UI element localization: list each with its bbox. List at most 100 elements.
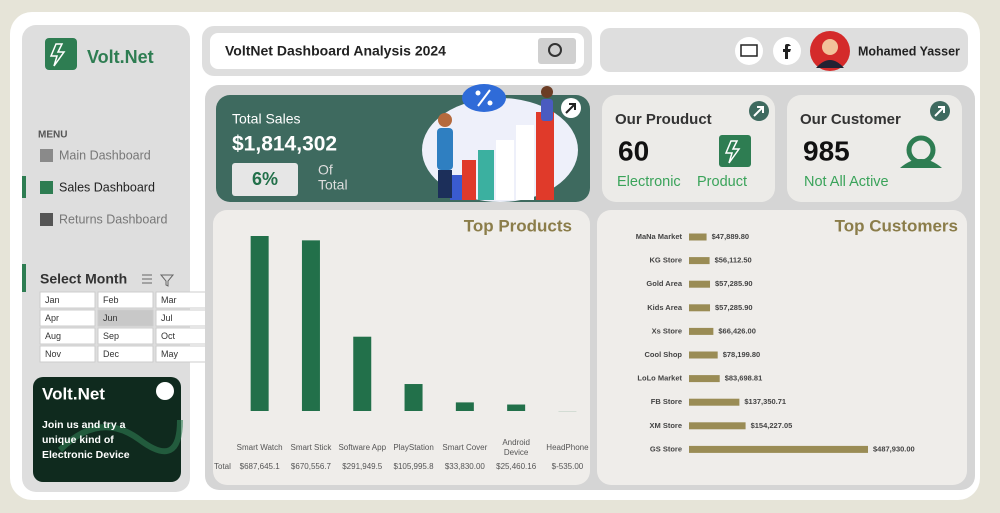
kpi-title: Our Customer [800, 111, 901, 128]
decor-bar [450, 175, 464, 200]
decor-bar [516, 125, 534, 200]
value-label: $83,698.81 [725, 374, 763, 383]
category-label: MaNa Market [636, 232, 683, 241]
menu-icon [40, 181, 53, 194]
kpi-value: 985 [803, 135, 850, 166]
kpi-value: $1,814,302 [232, 133, 337, 156]
value-label: $33,830.00 [445, 462, 486, 471]
percent-icon [477, 89, 491, 107]
value-label: $66,426.00 [718, 326, 756, 335]
month-label: Jul [161, 313, 173, 323]
chart-title: Top Products [464, 216, 572, 235]
promo-text: Electronic Device [42, 449, 130, 461]
month-button[interactable] [97, 309, 154, 327]
percent-icon [475, 90, 481, 96]
month-label: Mar [161, 295, 177, 305]
chart-title: Top Customers [835, 216, 958, 235]
menu-icon [40, 149, 53, 162]
user-name: Mohamed Yasser [858, 44, 960, 58]
sidebar [22, 25, 190, 492]
avatar-body [816, 60, 844, 68]
category-label: Smart Watch [236, 443, 283, 452]
category-label: Xs Store [652, 326, 682, 335]
category-cell: PlayStation [393, 443, 434, 452]
value-label: $57,285.90 [715, 279, 753, 288]
decor-bar [536, 112, 554, 200]
expand-icon [934, 106, 945, 117]
filter-title: Select Month [40, 271, 127, 287]
month-button[interactable] [97, 327, 154, 345]
month-button[interactable] [39, 345, 96, 363]
percent-icon [487, 100, 493, 106]
promo-text: unique kind of [42, 434, 114, 446]
month-label: Oct [161, 331, 176, 341]
share-value: 6% [252, 169, 278, 189]
value-label: $47,889.80 [712, 232, 750, 241]
customers-chart: MaNa Market $47,889.80 KG Store $56,112.50 G… [636, 232, 915, 453]
bar [689, 233, 707, 241]
header-title: VoltNet Dashboard Analysis 2024 [225, 43, 446, 59]
bar [689, 304, 711, 312]
customer-card [787, 95, 962, 202]
bar [689, 280, 711, 288]
promo-dot [156, 382, 174, 400]
filter-indicator [22, 264, 26, 292]
category-label: KG Store [649, 256, 682, 265]
month-slicer: Jan Feb Mar Apr Jun Jul Aug Sep Oct Nov Dec May [39, 291, 212, 363]
header-bar [210, 33, 584, 69]
category-label: Smart Cover [442, 443, 488, 452]
promo-swirl [57, 419, 183, 455]
share-caption: Of [318, 162, 333, 178]
month-label: Dec [103, 349, 120, 359]
decor-bar [496, 140, 514, 200]
menu-item[interactable]: Sales Dashboard [59, 180, 155, 194]
share-caption: Total [318, 177, 348, 193]
bar [689, 327, 714, 335]
kpi-caption: Not All Active [804, 174, 889, 190]
search-button[interactable] [538, 38, 576, 64]
category-cell: Smart Cover [442, 443, 488, 452]
illustration [422, 84, 581, 202]
customers-panel [597, 210, 967, 485]
facebook-icon [783, 44, 791, 59]
category-label: FB Store [651, 397, 682, 406]
category-label: LoLo Market [637, 374, 682, 383]
promo-text: Join us and try a [42, 419, 126, 431]
logo-bolt [49, 43, 66, 67]
month-label: Jun [103, 313, 118, 323]
product-icon [719, 135, 751, 167]
value-label: $78,199.80 [723, 350, 761, 359]
bar [250, 236, 269, 411]
month-label: Apr [45, 313, 59, 323]
kpi-caption: Electronic [617, 174, 681, 190]
value-label: $57,285.90 [715, 303, 753, 312]
month-button[interactable] [97, 345, 154, 363]
bar [689, 445, 868, 453]
menu-item[interactable]: Main Dashboard [59, 148, 151, 162]
month-button[interactable] [39, 309, 96, 327]
bar [689, 398, 740, 406]
month-button[interactable] [39, 291, 96, 309]
month-label: Sep [103, 331, 119, 341]
menu-icon [40, 213, 53, 226]
decor-bar [478, 150, 494, 200]
category-label: XM Store [649, 421, 682, 430]
mail-button[interactable] [735, 37, 763, 65]
category-label: PlayStation [393, 443, 434, 452]
kpi-caption: Product [697, 174, 747, 190]
customer-icon [900, 159, 942, 168]
bar [689, 351, 718, 359]
menu-item[interactable]: Returns Dashboard [59, 212, 167, 226]
bar [507, 404, 526, 411]
month-button[interactable] [97, 291, 154, 309]
value-label: $291,949.5 [342, 462, 383, 471]
month-button[interactable] [39, 327, 96, 345]
product-card [602, 95, 775, 202]
logo-icon [45, 38, 77, 70]
category-cell: Smart Stick [290, 443, 331, 452]
person [541, 99, 553, 121]
logo-text: Volt.Net [87, 47, 154, 67]
category-label: GS Store [650, 444, 682, 453]
